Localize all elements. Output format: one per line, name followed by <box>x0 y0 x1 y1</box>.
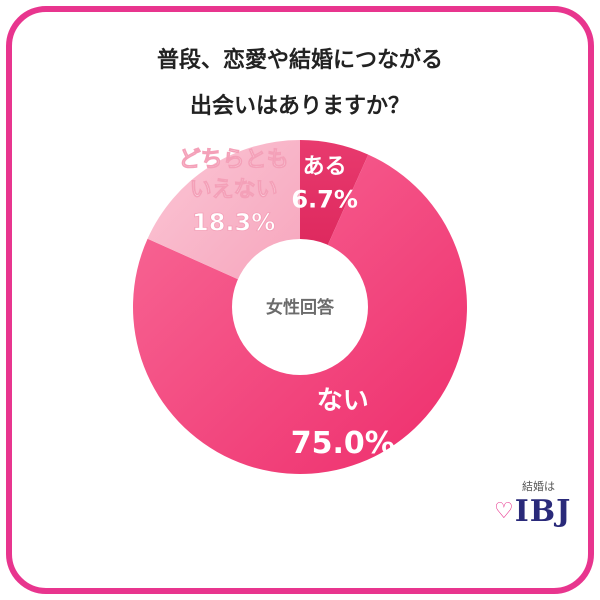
heart-icon: ♡ <box>494 499 515 524</box>
ibj-logo: 結婚は ♡IBJ <box>492 478 582 538</box>
slice-1-value: 6.7% <box>291 186 358 214</box>
slice-1-label: ある <box>303 155 347 180</box>
slice-2-value: 75.0% <box>291 426 395 461</box>
center-label: 女性回答 <box>266 297 335 318</box>
title-line-2: 出会いはありますか？ <box>189 94 410 119</box>
slice-3-label: いえない <box>190 178 278 203</box>
slice-3-label: どちらとも <box>179 148 289 173</box>
slice-2-label: ない <box>317 386 369 416</box>
donut-hole <box>232 239 368 375</box>
slice-3-value: 18.3% <box>192 209 275 237</box>
chart-title: 普段、恋愛や結婚につながる 出会いはありますか？ <box>0 38 600 130</box>
logo-main-text: IBJ <box>514 494 572 529</box>
title-line-1: 普段、恋愛や結婚につながる <box>156 48 443 73</box>
logo-small-text: 結婚は <box>522 480 555 493</box>
